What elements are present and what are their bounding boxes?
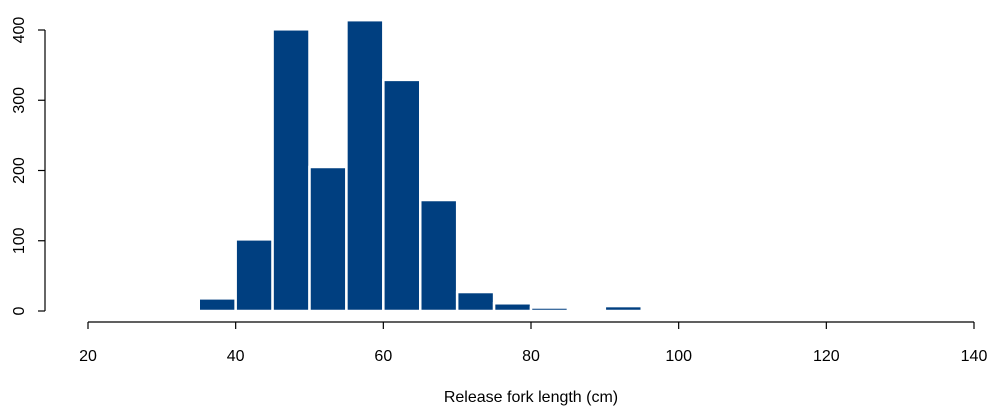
x-tick-label: 120 [813, 348, 840, 365]
x-tick-label: 100 [665, 348, 692, 365]
y-tick-label: 0 [11, 306, 28, 315]
bar [382, 78, 422, 313]
y-tick-label: 300 [11, 87, 28, 114]
bar [492, 302, 533, 313]
x-tick-label: 40 [227, 348, 245, 365]
bar [197, 297, 237, 313]
x-axis-label: Release fork length (cm) [444, 389, 618, 406]
y-tick-label: 200 [11, 157, 28, 184]
x-tick-label: 60 [374, 348, 392, 365]
bar [455, 290, 496, 313]
bar [234, 238, 274, 313]
x-tick-label: 20 [79, 348, 97, 365]
y-tick-label: 400 [11, 17, 28, 44]
bar [308, 165, 348, 313]
x-tick-label: 80 [522, 348, 540, 365]
bar [529, 306, 570, 313]
bar [271, 28, 311, 313]
y-tick-label: 100 [11, 227, 28, 254]
bar [345, 18, 385, 313]
bar [419, 198, 459, 313]
bar [603, 304, 643, 313]
x-tick-label: 140 [961, 348, 988, 365]
